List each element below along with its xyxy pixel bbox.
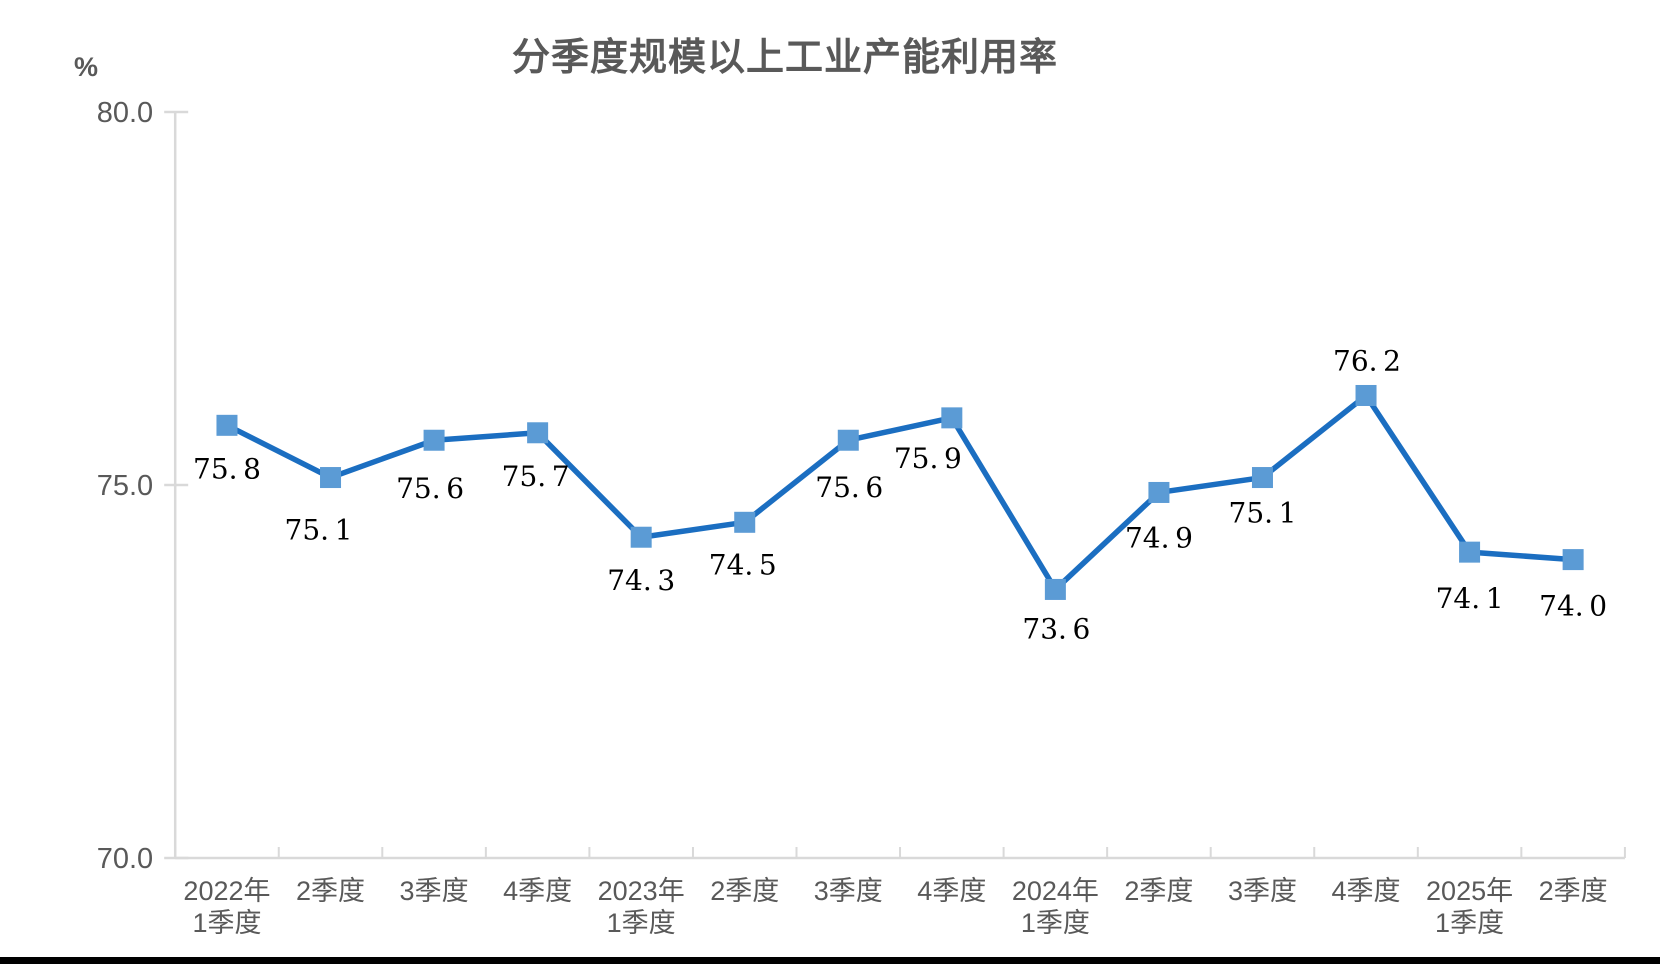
x-axis-category-label: 1季度 (1435, 908, 1504, 938)
x-axis-category-label: 4季度 (503, 876, 572, 906)
bottom-black-bar (0, 957, 1660, 964)
chart-title: 分季度规模以上工业产能利用率 (511, 37, 1058, 79)
x-axis-category-label: 3季度 (1228, 876, 1297, 906)
y-axis-tick-label: 70.0 (97, 843, 153, 875)
y-axis-unit-label: % (74, 52, 99, 82)
x-axis-category-label: 1季度 (1021, 908, 1090, 938)
x-axis-category-label: 2季度 (1124, 876, 1193, 906)
x-axis-category-label: 2025年 (1426, 876, 1513, 906)
data-point-label: 74. 0 (1539, 590, 1607, 623)
data-point-label: 76. 2 (1333, 344, 1401, 377)
data-point-marker (630, 526, 652, 548)
data-point-label: 75. 1 (1229, 497, 1297, 530)
data-point-label: 74. 9 (1125, 521, 1193, 554)
data-point-marker (1459, 541, 1481, 563)
x-axis-category-label: 1季度 (192, 908, 261, 938)
x-axis-category-label: 2022年 (183, 876, 270, 906)
data-point-marker (320, 467, 342, 489)
data-point-marker (1251, 467, 1273, 489)
data-point-label: 75. 9 (894, 442, 962, 475)
x-axis-category-label: 1季度 (607, 908, 676, 938)
data-point-label: 75. 8 (193, 452, 261, 485)
data-point-label: 75. 1 (285, 514, 353, 547)
data-point-marker (423, 429, 445, 451)
data-point-label: 74. 5 (709, 548, 777, 581)
x-axis-category-label: 3季度 (400, 876, 469, 906)
data-series-line (224, 392, 1576, 593)
data-point-marker (527, 422, 549, 444)
data-point-label: 74. 1 (1436, 582, 1504, 615)
data-point-label: 75. 6 (396, 472, 464, 505)
data-point-label: 75. 6 (815, 471, 883, 504)
x-axis-category-label: 2024年 (1012, 876, 1099, 906)
x-axis-category-label: 2023年 (598, 876, 685, 906)
data-point-marker (1044, 578, 1066, 600)
x-axis-category-label: 4季度 (917, 876, 986, 906)
data-point-label: 75. 7 (502, 460, 570, 493)
data-point-marker (837, 429, 859, 451)
data-point-marker (216, 414, 238, 436)
data-point-label: 74. 3 (607, 564, 675, 597)
data-point-marker (941, 407, 963, 429)
x-axis-category-label: 2季度 (710, 876, 779, 906)
data-point-marker (1355, 384, 1377, 406)
data-point-label: 73. 6 (1022, 612, 1090, 645)
y-axis-tick-label: 80.0 (97, 97, 153, 129)
data-point-marker (1148, 481, 1170, 503)
data-point-marker (1562, 549, 1584, 571)
x-axis-category-label: 4季度 (1332, 876, 1401, 906)
x-axis-category-label: 3季度 (814, 876, 883, 906)
y-axis-tick-label: 75.0 (97, 470, 153, 502)
x-axis-category-label: 2季度 (1539, 876, 1608, 906)
x-axis-category-label: 2季度 (296, 876, 365, 906)
data-point-marker (734, 511, 756, 533)
